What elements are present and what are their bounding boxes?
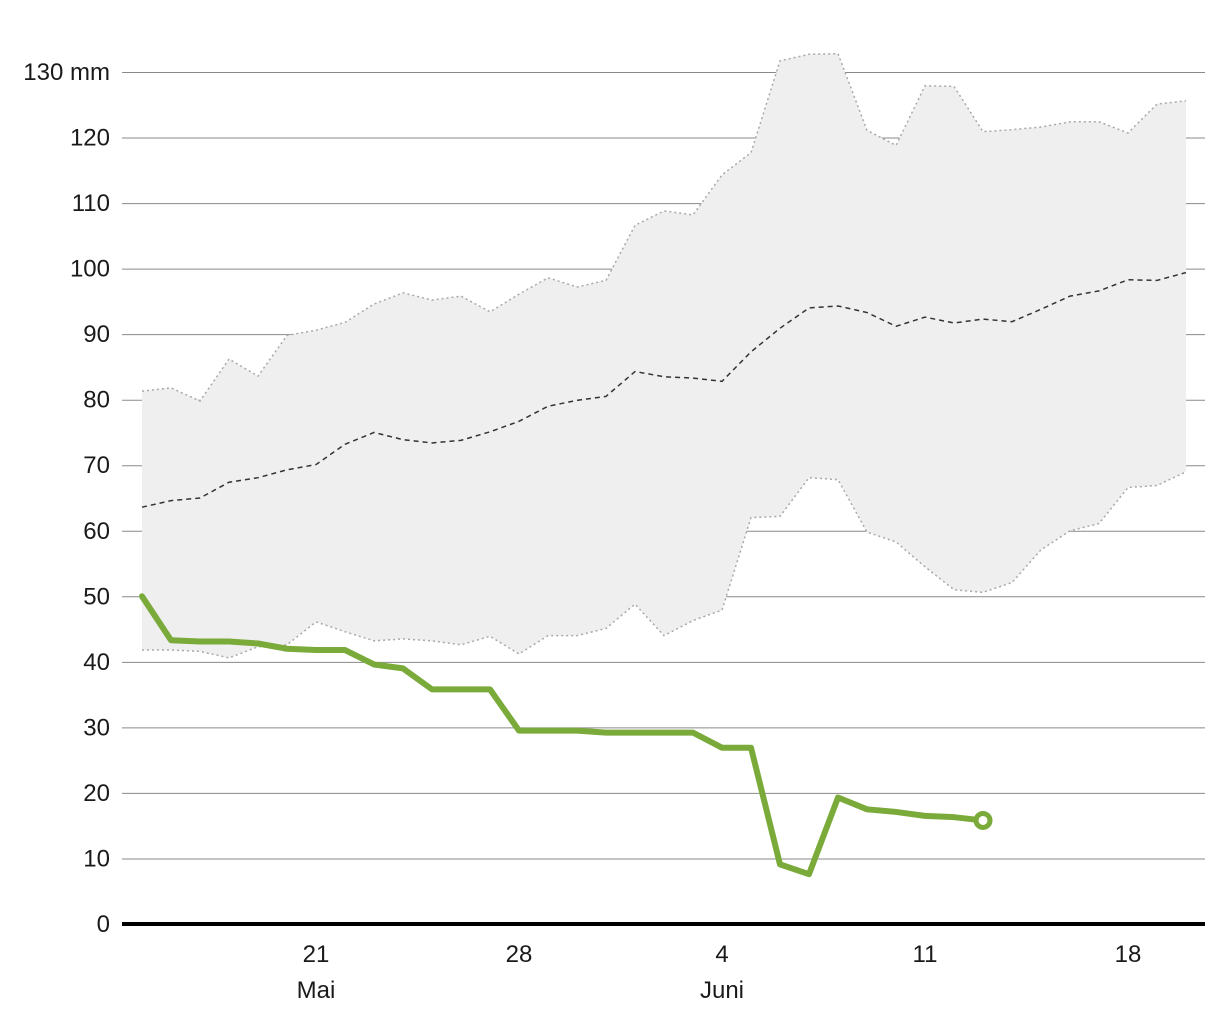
y-tick-label-130: 130 mm bbox=[23, 59, 110, 86]
y-tick-label-90: 90 bbox=[83, 321, 110, 348]
series-layer bbox=[139, 593, 993, 878]
y-tick-label-20: 20 bbox=[83, 780, 110, 807]
x-axis: 21 Mai 28 4 Juni 11 18 bbox=[122, 922, 1205, 1004]
y-tick-label-40: 40 bbox=[83, 649, 110, 676]
y-tick-label-60: 60 bbox=[83, 518, 110, 545]
x-tick-label-21: 21 bbox=[303, 941, 330, 968]
y-tick-label-30: 30 bbox=[83, 714, 110, 741]
x-tick-label-4: 4 bbox=[715, 941, 728, 968]
band-upper-line bbox=[141, 52, 1187, 402]
x-month-label-mai: Mai bbox=[297, 977, 336, 1004]
y-tick-label-110: 110 bbox=[72, 190, 110, 217]
x-tick-label-11: 11 bbox=[913, 941, 938, 968]
series-line-0 bbox=[139, 593, 986, 878]
band-area bbox=[142, 53, 1186, 658]
median-line bbox=[141, 271, 1187, 508]
range-band bbox=[141, 52, 1187, 659]
y-tick-label-50: 50 bbox=[83, 583, 110, 610]
y-axis-labels: 0 10 20 30 40 50 60 70 80 90 100 110 120 130 mm bbox=[23, 59, 110, 938]
y-tick-label-10: 10 bbox=[83, 845, 110, 872]
band-lower-line bbox=[142, 471, 1187, 659]
series-end-marker-0 bbox=[973, 810, 993, 830]
x-month-label-juni: Juni bbox=[700, 977, 744, 1004]
y-tick-label-100: 100 bbox=[70, 256, 110, 283]
x-tick-label-18: 18 bbox=[1115, 941, 1142, 968]
y-tick-label-70: 70 bbox=[83, 452, 110, 479]
y-tick-label-120: 120 bbox=[70, 125, 110, 152]
y-tick-label-0: 0 bbox=[97, 911, 110, 938]
y-tick-label-80: 80 bbox=[83, 387, 110, 414]
x-tick-label-28: 28 bbox=[506, 941, 533, 968]
